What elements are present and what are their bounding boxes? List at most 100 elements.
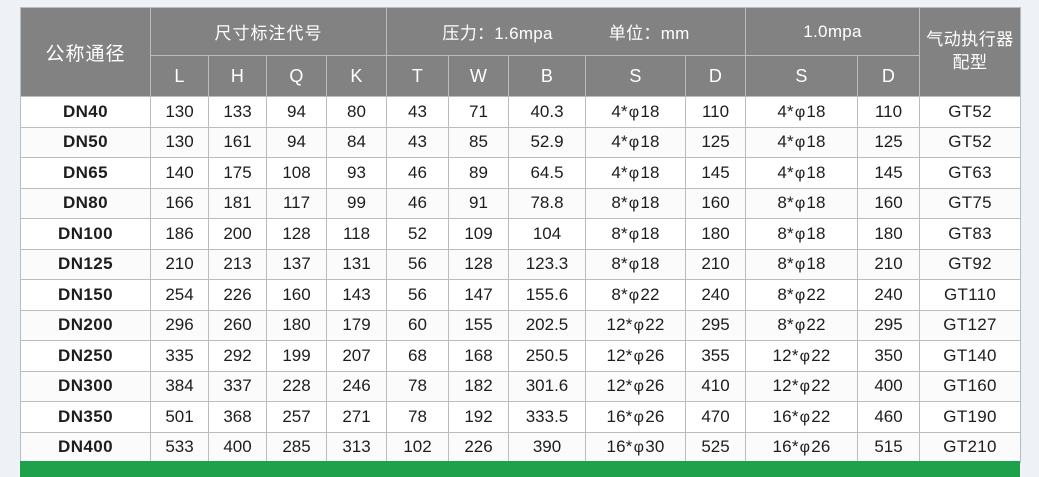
phi-symbol: φ bbox=[633, 317, 645, 335]
cell-Q: 199 bbox=[266, 340, 327, 372]
cell-T: 46 bbox=[386, 187, 449, 219]
cell-actuator-model: GT110 bbox=[919, 279, 1022, 311]
cell-D-10mpa: 110 bbox=[857, 96, 921, 128]
cell-K: 80 bbox=[326, 96, 387, 128]
header-group-pressure-10mpa: 1.0mpa bbox=[745, 7, 921, 56]
cell-H: 400 bbox=[208, 431, 267, 463]
header-column-row: L H Q K T W B S D S D bbox=[21, 55, 1021, 97]
cell-H: 213 bbox=[208, 248, 267, 280]
cell-T: 102 bbox=[386, 431, 449, 463]
cell-S-16mpa: 16*φ30 bbox=[585, 431, 686, 463]
cell-B: 104 bbox=[508, 218, 586, 250]
cell-H: 260 bbox=[208, 309, 267, 341]
phi-symbol: φ bbox=[628, 225, 640, 243]
cell-D-16mpa: 125 bbox=[684, 126, 747, 158]
cell-L: 254 bbox=[150, 279, 209, 311]
phi-symbol: φ bbox=[628, 256, 640, 274]
cell-actuator-model: GT52 bbox=[919, 96, 1022, 128]
cell-S-10mpa: 16*φ26 bbox=[745, 431, 859, 463]
cell-S-10mpa: 8*φ18 bbox=[745, 248, 859, 280]
table-row: DN250 335 292 199 207 68 168 250.5 12*φ26 355 12*φ… bbox=[20, 340, 1022, 372]
cell-L: 166 bbox=[150, 187, 209, 219]
table-row: DN350 501 368 257 271 78 192 333.5 16*φ26 470 16*φ… bbox=[20, 401, 1022, 433]
cell-W: 71 bbox=[448, 96, 509, 128]
cell-K: 246 bbox=[326, 370, 387, 402]
header-pressure-16-label: 压力：1.6mpa bbox=[442, 24, 553, 43]
spec-table-container: 公称通径 尺寸标注代号 压力：1.6mpa 单位：mm 1.0mpa 气动执行器 … bbox=[20, 7, 1022, 463]
phi-symbol: φ bbox=[794, 134, 806, 152]
header-col-S-16mpa: S bbox=[585, 55, 686, 97]
header-actuator-model: 气动执行器 配型 bbox=[919, 7, 1022, 97]
cell-B: 40.3 bbox=[508, 96, 586, 128]
table-header: 公称通径 尺寸标注代号 压力：1.6mpa 单位：mm 1.0mpa 气动执行器 … bbox=[20, 7, 1022, 97]
table-row: DN80 166 181 117 99 46 91 78.8 8*φ18 160 8*φ18 160 G… bbox=[20, 187, 1022, 219]
cell-D-16mpa: 470 bbox=[684, 401, 747, 433]
cell-W: 147 bbox=[448, 279, 509, 311]
header-unit-label: 单位：mm bbox=[608, 24, 690, 43]
header-col-D-10mpa: D bbox=[857, 55, 921, 97]
cell-W: 155 bbox=[448, 309, 509, 341]
cell-S-16mpa: 8*φ18 bbox=[585, 248, 686, 280]
cell-nominal-diameter: DN50 bbox=[20, 126, 151, 158]
cell-L: 384 bbox=[150, 370, 209, 402]
cell-T: 56 bbox=[386, 279, 449, 311]
cell-Q: 160 bbox=[266, 279, 327, 311]
cell-W: 226 bbox=[448, 431, 509, 463]
phi-symbol: φ bbox=[628, 103, 640, 121]
cell-D-16mpa: 110 bbox=[684, 96, 747, 128]
cell-H: 181 bbox=[208, 187, 267, 219]
cell-actuator-model: GT160 bbox=[919, 370, 1022, 402]
cell-H: 226 bbox=[208, 279, 267, 311]
cell-nominal-diameter: DN100 bbox=[20, 218, 151, 250]
table-row: DN300 384 337 228 246 78 182 301.6 12*φ26 410 12*φ… bbox=[20, 370, 1022, 402]
cell-S-10mpa: 8*φ18 bbox=[745, 187, 859, 219]
valve-spec-table: 公称通径 尺寸标注代号 压力：1.6mpa 单位：mm 1.0mpa 气动执行器 … bbox=[20, 7, 1022, 463]
cell-B: 301.6 bbox=[508, 370, 586, 402]
cell-L: 533 bbox=[150, 431, 209, 463]
cell-Q: 94 bbox=[266, 96, 327, 128]
cell-S-16mpa: 12*φ22 bbox=[585, 309, 686, 341]
cell-Q: 94 bbox=[266, 126, 327, 158]
cell-D-16mpa: 180 bbox=[684, 218, 747, 250]
header-col-D-16mpa: D bbox=[684, 55, 747, 97]
header-col-L: L bbox=[150, 55, 209, 97]
cell-B: 78.8 bbox=[508, 187, 586, 219]
cell-W: 109 bbox=[448, 218, 509, 250]
cell-T: 46 bbox=[386, 157, 449, 189]
header-col-S-10mpa: S bbox=[745, 55, 859, 97]
cell-D-10mpa: 295 bbox=[857, 309, 921, 341]
header-col-B: B bbox=[508, 55, 586, 97]
phi-symbol: φ bbox=[794, 286, 806, 304]
phi-symbol: φ bbox=[799, 347, 811, 365]
cell-nominal-diameter: DN400 bbox=[20, 431, 151, 463]
table-row: DN40 130 133 94 80 43 71 40.3 4*φ18 110 4*φ18 110 GT… bbox=[20, 96, 1022, 128]
cell-Q: 128 bbox=[266, 218, 327, 250]
cell-H: 133 bbox=[208, 96, 267, 128]
cell-nominal-diameter: DN250 bbox=[20, 340, 151, 372]
phi-symbol: φ bbox=[633, 439, 645, 457]
cell-L: 296 bbox=[150, 309, 209, 341]
cell-B: 202.5 bbox=[508, 309, 586, 341]
phi-symbol: φ bbox=[794, 256, 806, 274]
header-col-T: T bbox=[386, 55, 449, 97]
table-row: DN200 296 260 180 179 60 155 202.5 12*φ22 295 8*φ2… bbox=[20, 309, 1022, 341]
cell-K: 313 bbox=[326, 431, 387, 463]
phi-symbol: φ bbox=[628, 286, 640, 304]
cell-Q: 180 bbox=[266, 309, 327, 341]
phi-symbol: φ bbox=[794, 103, 806, 121]
cell-K: 84 bbox=[326, 126, 387, 158]
cell-T: 78 bbox=[386, 401, 449, 433]
table-body: DN40 130 133 94 80 43 71 40.3 4*φ18 110 4*φ18 110 GT… bbox=[20, 96, 1022, 463]
cell-actuator-model: GT92 bbox=[919, 248, 1022, 280]
cell-W: 91 bbox=[448, 187, 509, 219]
cell-nominal-diameter: DN350 bbox=[20, 401, 151, 433]
cell-B: 64.5 bbox=[508, 157, 586, 189]
cell-H: 175 bbox=[208, 157, 267, 189]
cell-H: 292 bbox=[208, 340, 267, 372]
cell-B: 333.5 bbox=[508, 401, 586, 433]
cell-D-10mpa: 400 bbox=[857, 370, 921, 402]
cell-S-16mpa: 4*φ18 bbox=[585, 96, 686, 128]
table-row: DN125 210 213 137 131 56 128 123.3 8*φ18 210 8*φ18… bbox=[20, 248, 1022, 280]
table-row: DN50 130 161 94 84 43 85 52.9 4*φ18 125 4*φ18 125 GT… bbox=[20, 126, 1022, 158]
cell-B: 250.5 bbox=[508, 340, 586, 372]
